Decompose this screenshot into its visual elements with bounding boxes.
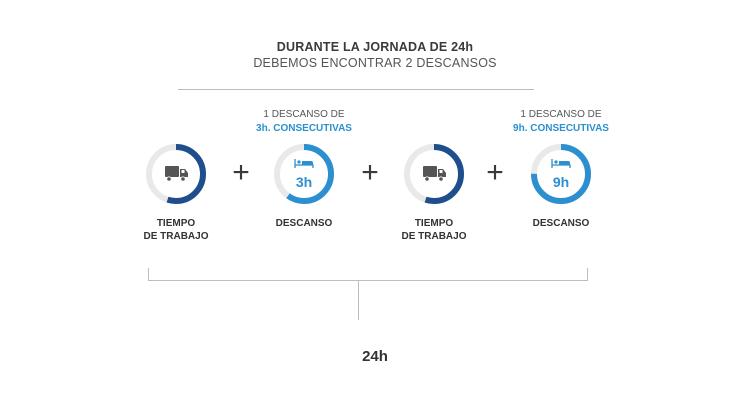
bed-icon	[551, 159, 571, 168]
work-ring-2	[402, 142, 466, 206]
step-label-3: TIEMPO DE TRABAJO	[401, 218, 467, 242]
diagram-title: DURANTE LA JORNADA DE 24h	[276, 40, 474, 54]
total-hours: 24h	[362, 348, 388, 365]
rest-note-1-line2: 3h. CONSECUTIVAS	[256, 123, 352, 134]
rest-ring-2	[529, 142, 593, 206]
plus-operator-1: +	[232, 156, 250, 189]
step-label-4: DESCANSO	[532, 218, 590, 229]
truck-icon	[165, 166, 188, 182]
step-label-2: DESCANSO	[275, 218, 333, 229]
truck-icon	[423, 166, 446, 182]
ring-progress-arc	[404, 144, 464, 204]
rest-ring-value-1: 3h	[295, 174, 313, 190]
rest-note-2-line2: 9h. CONSECUTIVAS	[513, 123, 609, 134]
step-label-1: TIEMPO DE TRABAJO	[143, 218, 209, 242]
bracket-right-tick	[587, 268, 588, 281]
plus-operator-2: +	[361, 156, 379, 189]
ring-progress-arc	[146, 144, 206, 204]
rest-note-2: 1 DESCANSO DE 9h. CONSECUTIVAS	[481, 108, 641, 136]
rest-note-2-line1: 1 DESCANSO DE	[520, 109, 602, 120]
rest-ring-1	[272, 142, 336, 206]
rest-note-1-line1: 1 DESCANSO DE	[263, 109, 345, 120]
bracket-line	[148, 280, 587, 281]
header-divider	[178, 89, 534, 90]
rest-note-1: 1 DESCANSO DE 3h. CONSECUTIVAS	[224, 108, 384, 136]
rest-ring-value-2: 9h	[552, 174, 570, 190]
bed-icon	[294, 159, 314, 168]
bracket-stem	[358, 280, 359, 320]
diagram-subtitle: DEBEMOS ENCONTRAR 2 DESCANSOS	[253, 56, 497, 70]
ring-progress-arc	[274, 144, 334, 204]
plus-operator-3: +	[486, 156, 504, 189]
work-ring-1	[144, 142, 208, 206]
bracket-left-tick	[148, 268, 149, 281]
ring-progress-arc	[531, 144, 591, 204]
